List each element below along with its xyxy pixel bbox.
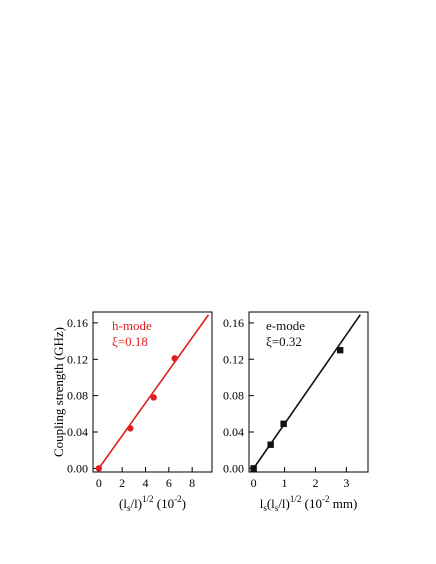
x-tick-label: 2 <box>119 476 125 490</box>
left-annotation-xi: ξ=0.18 <box>112 334 148 349</box>
right-y-ticks: 0.00 0.04 0.08 0.12 0.16 <box>223 316 254 475</box>
y-tick-label: 0.00 <box>67 461 88 475</box>
x-tick-label: 1 <box>282 476 288 490</box>
y-tick-label: 0.08 <box>223 389 244 403</box>
left-xlabel-sup: 1/2 <box>142 494 154 504</box>
x-tick-label: 0 <box>96 476 102 490</box>
x-tick-label: 0 <box>251 476 257 490</box>
left-panel: 0.00 0.04 0.08 0.12 0.16 0 2 4 6 8 h-mode ξ=0.18… <box>51 311 213 513</box>
y-tick-label: 0.12 <box>223 352 244 366</box>
data-point <box>171 355 178 362</box>
data-point <box>150 394 157 401</box>
left-xlabel-mid: /l) <box>130 496 142 511</box>
right-xlabel-sup: 1/2 <box>290 494 302 504</box>
y-tick-label: 0.08 <box>67 389 88 403</box>
left-y-ticks: 0.00 0.04 0.08 0.12 0.16 <box>67 316 98 475</box>
y-tick-label: 0.16 <box>67 316 88 330</box>
right-xlabel-unit-sup: -2 <box>322 494 330 504</box>
x-tick-label: 2 <box>312 476 318 490</box>
data-point <box>250 465 257 472</box>
y-tick-label: 0.04 <box>67 425 88 439</box>
right-x-axis-label: ls(ls/l)1/2 (10-2 mm) <box>260 494 358 513</box>
left-xlabel-unit-sup: -2 <box>174 494 182 504</box>
left-xlabel-main: (l <box>119 496 127 511</box>
data-point <box>280 420 287 428</box>
left-xlabel-sub: s <box>127 503 131 513</box>
right-xlabel-unit-close: mm) <box>329 496 357 511</box>
right-xlabel-main: l <box>260 496 264 511</box>
right-plot-frame <box>248 311 369 473</box>
left-annotation-mode: h-mode <box>112 318 152 333</box>
data-point <box>336 346 344 354</box>
data-point <box>267 441 274 448</box>
data-point <box>95 465 103 472</box>
left-data-points <box>95 355 178 472</box>
y-tick-label: 0.04 <box>223 425 244 439</box>
x-tick-label: 3 <box>343 476 349 490</box>
y-tick-label: 0.00 <box>223 461 244 475</box>
right-xlabel-unit-open: (10 <box>301 496 322 511</box>
left-x-axis-label: (ls/l)1/2 (10-2) <box>119 494 186 513</box>
left-plot-frame <box>92 311 213 473</box>
right-data-points <box>250 346 344 472</box>
right-xlabel-mid2: /l) <box>278 496 290 511</box>
right-xlabel-mid: (l <box>267 496 275 511</box>
x-tick-label: 4 <box>143 476 149 490</box>
y-tick-label: 0.12 <box>67 352 88 366</box>
data-point <box>127 425 134 432</box>
left-xlabel-unit-open: (10 <box>154 496 175 511</box>
x-tick-label: 8 <box>189 476 195 490</box>
y-axis-label: Coupling strength (GHz) <box>51 327 66 457</box>
left-xlabel-unit-close: ) <box>182 496 186 511</box>
right-x-ticks: 0 1 2 3 <box>251 467 349 490</box>
right-xlabel-sub2: s <box>275 503 279 513</box>
right-annotation-xi: ξ=0.32 <box>266 334 302 349</box>
left-x-ticks: 0 2 4 6 8 <box>96 467 195 490</box>
x-tick-label: 6 <box>166 476 172 490</box>
left-fit-line <box>98 314 210 469</box>
right-annotation-mode: e-mode <box>266 318 305 333</box>
right-xlabel-sub: s <box>263 503 267 513</box>
y-tick-label: 0.16 <box>223 316 244 330</box>
